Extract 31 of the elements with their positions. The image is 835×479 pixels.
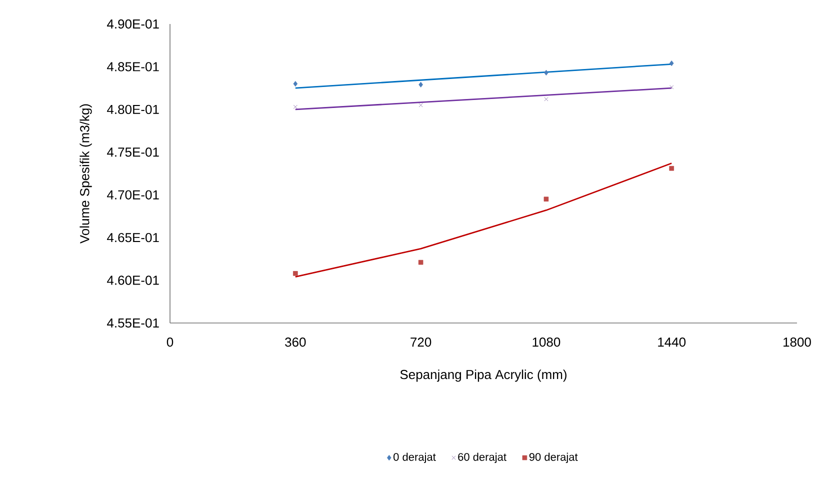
point (293, 271, 298, 276)
y-tick-label: 4.75E-01 (107, 148, 159, 157)
point (418, 82, 423, 88)
legend-label: 0 derajat (394, 452, 436, 464)
point (293, 80, 298, 87)
point (669, 60, 674, 66)
point (544, 97, 548, 102)
point (544, 70, 548, 76)
point (293, 104, 298, 109)
point (670, 85, 674, 90)
point (418, 260, 424, 265)
point (544, 196, 549, 202)
x-tick-label: 0 (166, 338, 174, 347)
legend-label: 60 derajat (458, 452, 506, 464)
x-tick-label: 1440 (658, 338, 686, 347)
y-tick-label: 4.55E-01 (107, 318, 159, 328)
y-tick-label: 4.70E-01 (107, 190, 159, 200)
x-axis-title: Sepanjang Pipa Acrylic (mm) (400, 370, 566, 382)
legend-label: 90 derajat (529, 452, 578, 464)
y-tick-label: 4.60E-01 (107, 276, 159, 285)
point (418, 103, 423, 108)
x-tick-label: 720 (410, 338, 432, 347)
point (669, 166, 674, 171)
y-tick-label: 4.80E-01 (107, 104, 159, 114)
y-tick-label: 4.85E-01 (107, 62, 159, 72)
y-axis-title: Volume Spesifik (m3/kg) (80, 104, 92, 244)
x-tick-label: 360 (285, 338, 306, 347)
x-tick-label: 1800 (784, 338, 811, 347)
x-tick-label: 1080 (532, 338, 560, 347)
y-tick-label: 4.90E-01 (107, 19, 159, 29)
y-tick-label: 4.65E-01 (107, 232, 159, 242)
